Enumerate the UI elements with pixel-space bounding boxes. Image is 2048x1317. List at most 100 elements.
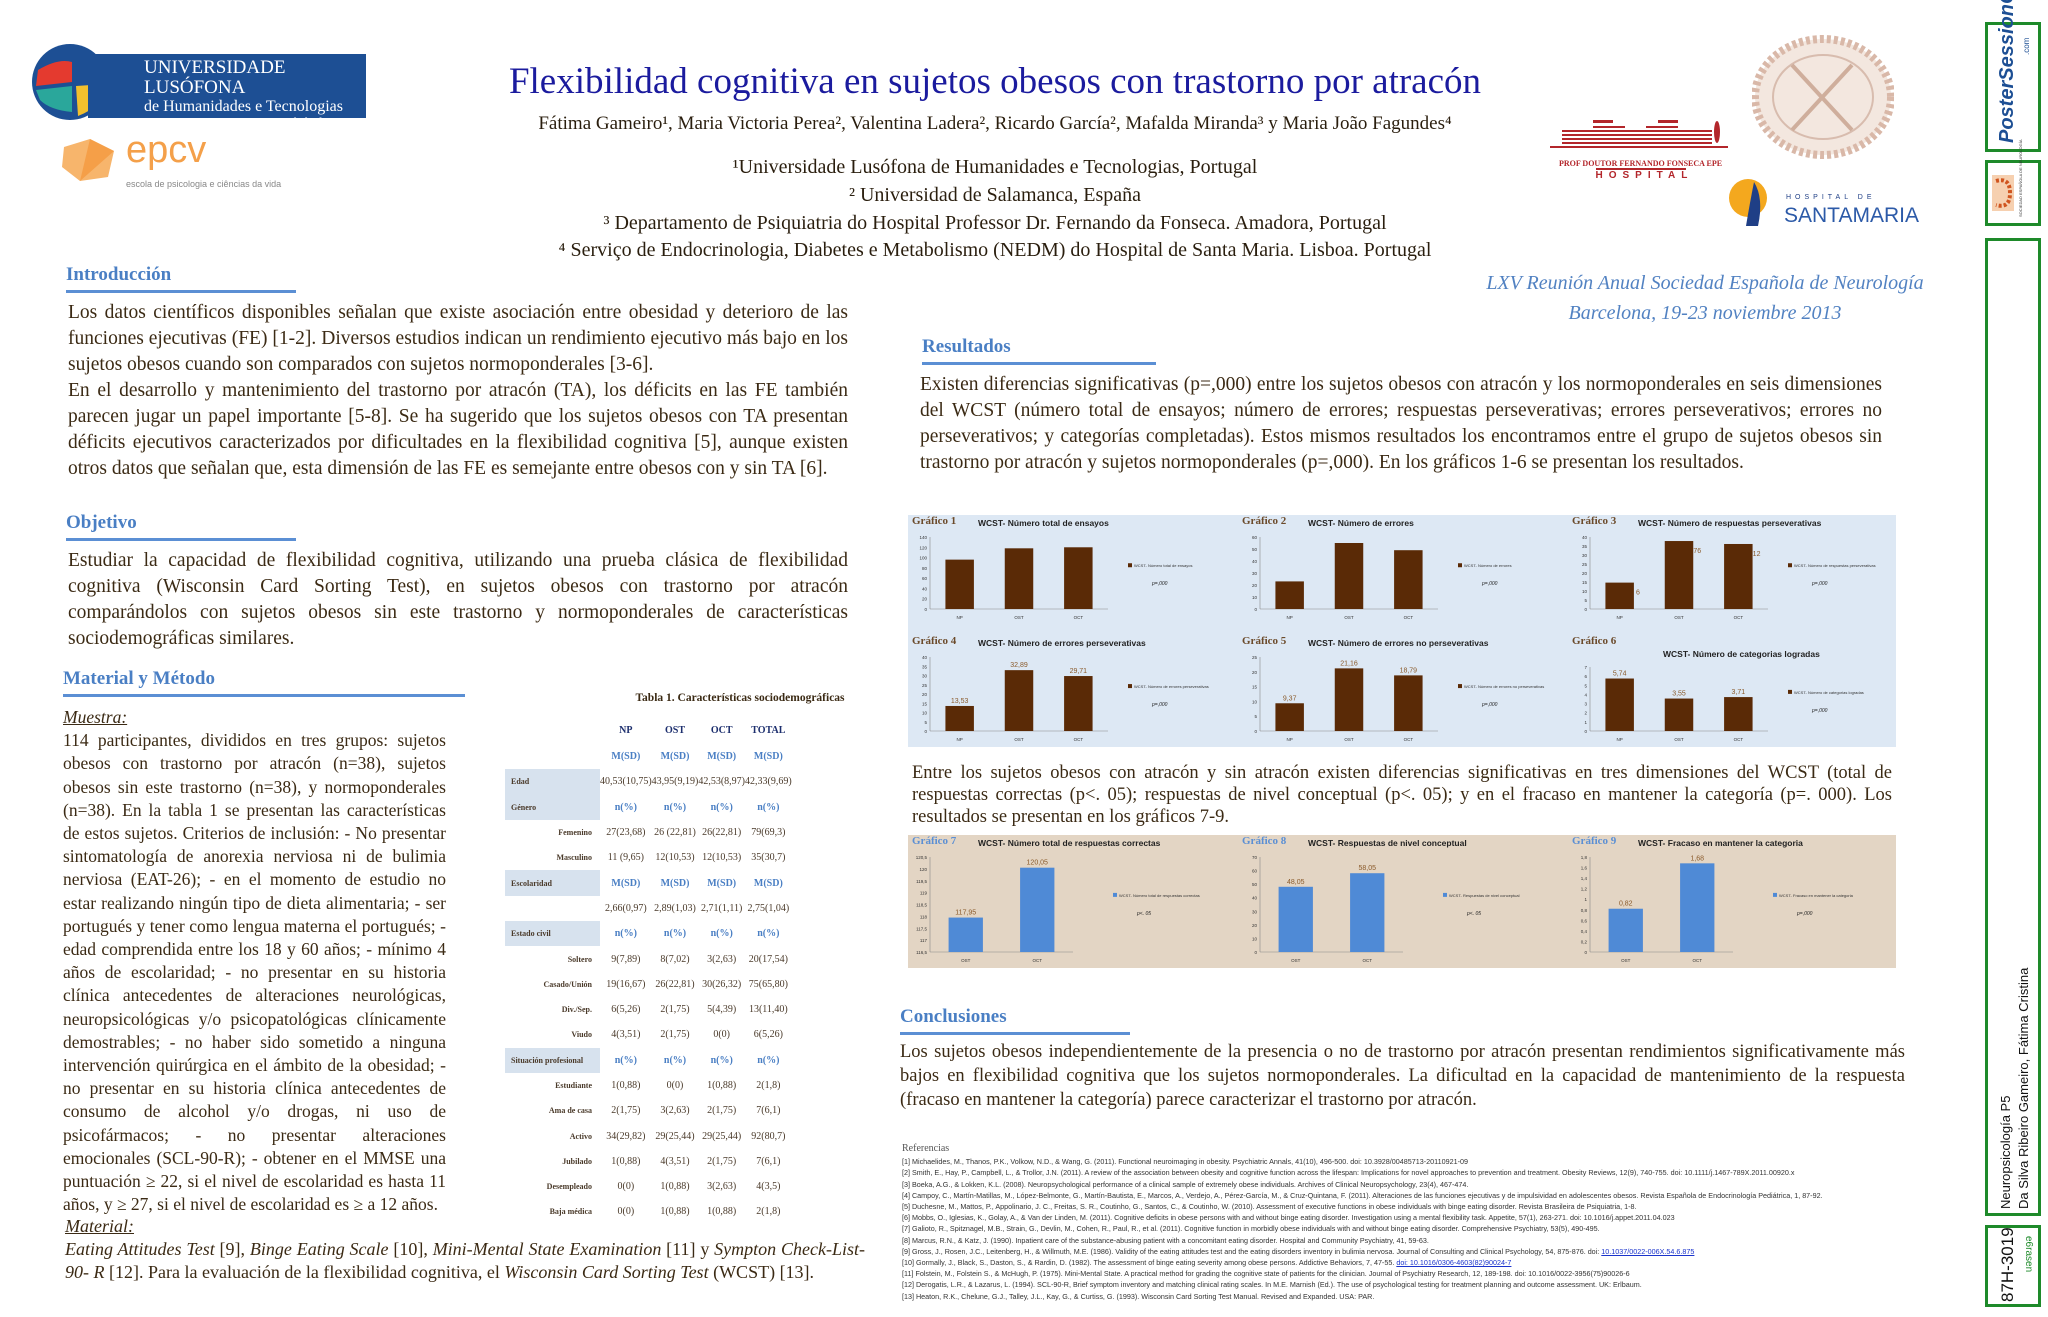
affiliation-1: ¹Universidade Lusófona de Humanidades e …: [732, 156, 1258, 178]
chart-svg: 0 0,2 0,4 0,6 0,8 1 1,2 1,4 1,6 1,8 OST 0,82 OCT 1,68…: [1581, 855, 1854, 963]
legend-swatch: [1128, 563, 1132, 568]
x-tick-label: OCT: [1033, 958, 1043, 963]
y-tick-label: 40: [1252, 559, 1258, 564]
poster-code: 87H-3019: [1998, 1227, 2017, 1302]
table-row: Estado civil n(%) n(%) n(%) n(%): [505, 921, 792, 947]
chart-number: Gráfico 8: [1242, 835, 1287, 847]
y-tick-label: 1: [1584, 897, 1587, 902]
conference-place: Barcelona, 19-23 noviembre 2013: [1568, 302, 1842, 324]
legend-swatch: [1788, 563, 1792, 568]
bar: [1394, 675, 1423, 731]
chart-5: 0 5 10 15 20 25 NP 9,37 OST 21,16 OCT 18,79 WCST- Nú…: [1238, 635, 1568, 747]
table-cell: 26(22,81): [655, 978, 695, 990]
row-label: Femenino: [558, 828, 592, 838]
table-cell: 43,95(9,19): [651, 776, 699, 788]
row-label: Género: [505, 794, 600, 820]
row-label: Activo: [569, 1131, 592, 1141]
intro-paragraph: Los datos científicos disponibles señala…: [68, 302, 848, 375]
chart-svg: 0 5 10 15 20 25 30 35 40 NP 13,53 OST 32,89 OCT 29,71 W…: [922, 655, 1209, 742]
chart-title: WCST- Número de errores no perseverativa…: [1308, 638, 1489, 648]
material-text: Eating Attitudes Test [9], Binge Eating …: [65, 1238, 865, 1284]
x-tick-label: OST: [1344, 737, 1354, 742]
y-tick-label: 5: [1254, 714, 1257, 719]
table-header-row: NP OST OCT TOTAL: [505, 716, 792, 744]
table-cell: 12(10,53): [702, 852, 742, 864]
table-row: Desempleado 0(0) 1(0,88) 3(2,63) 4(3,5): [505, 1174, 792, 1199]
y-tick-label: 10: [1252, 699, 1258, 704]
table-cell: 9(7,89): [611, 953, 641, 965]
table-row: M(SD) M(SD) M(SD) M(SD): [505, 744, 792, 769]
row-label: Masculino: [556, 853, 592, 863]
table-1: Tabla 1. Características sociodemográfic…: [505, 692, 885, 1225]
y-tick-label: 0: [1584, 729, 1587, 734]
objetivo-text: Estudiar la capacidad de flexibilidad co…: [68, 550, 848, 649]
doi-link[interactable]: 10.1037/0022-006X.54.6.875: [1601, 1246, 1695, 1256]
y-tick-label: 10: [1252, 936, 1258, 941]
logo-text: HOSPITAL DE: [1786, 194, 1876, 201]
data-label: 120,05: [1027, 860, 1049, 867]
conference-name: LXV Reunión Anual Sociedad Española de N…: [1486, 272, 1924, 294]
postersessiononline-box[interactable]: PosterSessionOnline .com: [1985, 0, 2041, 152]
logo-text: SANTAMARIA: [1784, 204, 1919, 227]
bar: [1605, 678, 1634, 731]
intro-text: Los datos científicos disponibles señala…: [68, 300, 848, 482]
chart-title: WCST- Fracaso en mantener la categoria: [1638, 838, 1803, 848]
affiliation-2: ² Universidad de Salamanca, España: [848, 184, 1141, 206]
table-cell: 0(0): [617, 1181, 635, 1193]
table-cell: 1(0,88): [707, 1080, 737, 1091]
affiliation-4: ⁴ Serviço de Endocrinologia, Diabetes e …: [558, 239, 1432, 261]
text: [11] y: [661, 1239, 715, 1259]
logo-text: PROF DOUTOR FERNANDO FONSECA EPE: [1558, 159, 1723, 168]
y-tick-label: 0,2: [1581, 939, 1588, 944]
text: [12]. Para la evaluación de la flexibili…: [104, 1262, 505, 1282]
university-seal-logo: [1751, 35, 1895, 159]
x-tick-label: OST: [961, 958, 971, 963]
y-tick-label: 0: [924, 607, 927, 612]
chart-title: WCST- Número de respuestas perseverativa…: [1638, 518, 1822, 528]
table-cell: 11 (9,65): [607, 852, 644, 864]
y-tick-label: 1,8: [1581, 855, 1588, 860]
y-tick-label: 30: [1252, 571, 1258, 576]
row-label: Baja médica: [549, 1207, 592, 1217]
affiliation-3: ³ Departamento de Psiquiatria do Hospita…: [603, 212, 1387, 234]
text: [10],: [388, 1239, 433, 1259]
session-author: Da Silva Ribeiro Gameiro, Fátima Cristin…: [2016, 967, 2031, 1209]
x-tick-label: NP: [957, 615, 963, 620]
table-cell: 7(6,1): [756, 1155, 781, 1167]
chart-svg: 0 1 2 3 4 5 6 7 NP 5,74 OST 3,55 OCT 3,71 WCST- Número…: [1584, 665, 1863, 742]
x-tick-label: OCT: [1074, 615, 1084, 620]
data-label: 18,79: [1400, 667, 1418, 674]
table-cell: 0(0): [666, 1080, 684, 1091]
data-label: 48,05: [1287, 879, 1305, 886]
y-tick-label: 116,5: [916, 950, 927, 955]
y-tick-label: 35: [922, 664, 928, 669]
epcv-wordmark: epcv: [126, 129, 207, 171]
legend-swatch: [1773, 892, 1777, 897]
table-cell: n(%): [663, 1054, 687, 1066]
table-cell: 34(29,82): [606, 1130, 646, 1142]
section-heading-conclusiones: Conclusiones: [900, 1006, 1130, 1035]
table-cell: M(SD): [707, 877, 737, 889]
chart-title: WCST- Número total de ensayos: [978, 518, 1109, 528]
chart-number: Gráfico 6: [1572, 635, 1617, 647]
y-tick-label: 1: [1584, 720, 1587, 725]
chart-number: Gráfico 2: [1242, 515, 1287, 527]
y-tick-label: 50: [1252, 547, 1258, 552]
table-row: Baja médica 0(0) 1(0,88) 1(0,88) 2(1,8): [505, 1199, 792, 1224]
charts-panel-2: 116,5 117 117,5 118 118,5 119 119,5 120 120,5 OST…: [908, 835, 1896, 968]
legend-swatch: [1443, 892, 1447, 897]
legend-label: WCST- Fracaso en mantener la categoria: [1779, 893, 1854, 898]
bar: [1724, 697, 1753, 731]
doi-link[interactable]: doi: 10.1016/0306-4603(82)90024-7: [1396, 1258, 1512, 1268]
row-label: Desempleado: [546, 1182, 592, 1192]
y-tick-label: 1,4: [1581, 876, 1588, 881]
y-tick-label: 60: [1252, 869, 1258, 874]
table-cell: 6(5,26): [753, 1029, 783, 1041]
table-cell: 75(65,80): [748, 978, 788, 990]
table-cell: n(%): [614, 928, 637, 940]
y-tick-label: 20: [1582, 571, 1588, 576]
row-label: Viudo: [571, 1030, 592, 1040]
sen-logo-box: SOCIEDAD ESPAÑOLA DE NEUROLOGÍA: [1985, 139, 2041, 226]
table-cell: 0(0): [617, 1206, 635, 1218]
text: [9],: [214, 1239, 250, 1259]
